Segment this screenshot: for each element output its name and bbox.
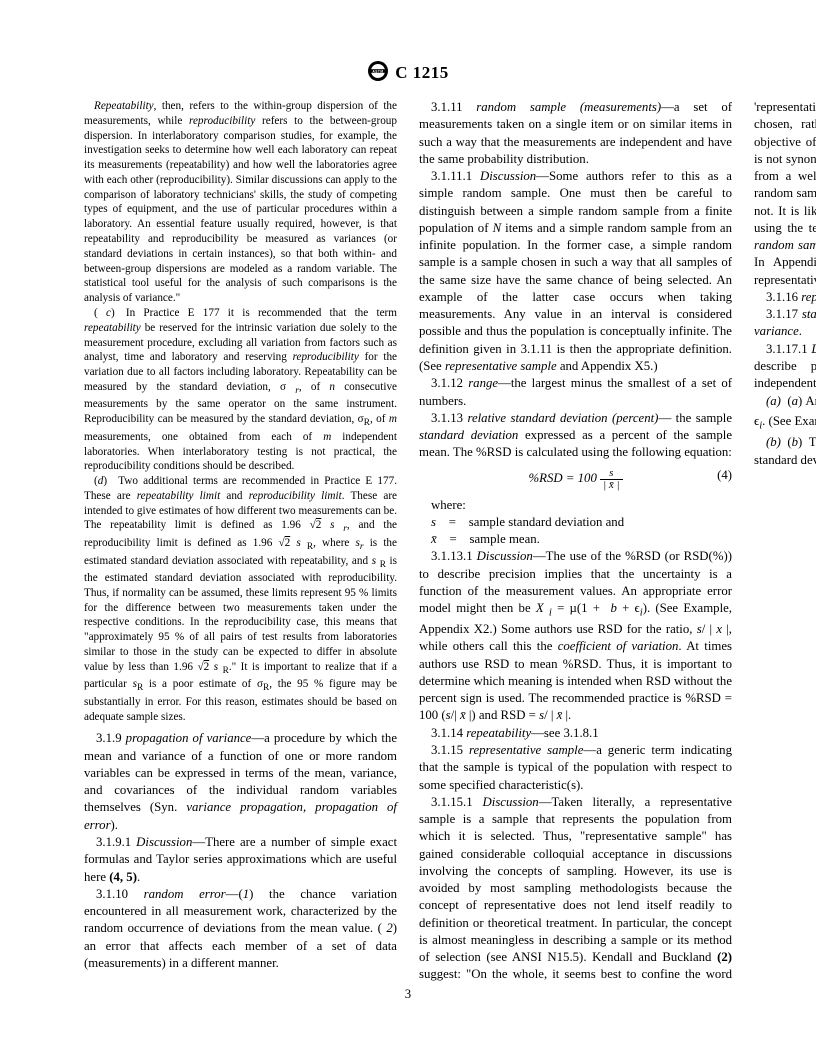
para-b: (b) (b) The practice of associating the …: [754, 434, 816, 469]
page-header: ASTM C 1215: [84, 60, 732, 83]
equation-number: (4): [717, 468, 732, 483]
para-3.1.17.1: 3.1.17.1 Discussion—The use of the stand…: [754, 341, 816, 393]
para-a: (a) (a) An appropriate error model might…: [754, 393, 816, 435]
page-number: 3: [84, 987, 732, 1002]
two-column-body: Repeatability, then, refers to the withi…: [84, 99, 732, 999]
para-3.1.13.1: 3.1.13.1 Discussion—The use of the %RSD …: [419, 548, 732, 724]
para-3.1.15: 3.1.15 representative sample—a generic t…: [419, 742, 732, 794]
para-3.1.16: 3.1.16 reproducibility—see 3.1.8.1.: [754, 289, 816, 306]
equation-4: %RSD = 100 s| x̄ | (4): [419, 468, 732, 491]
svg-text:ASTM: ASTM: [373, 69, 384, 73]
para-3.1.13: 3.1.13 relative standard deviation (perc…: [419, 410, 732, 462]
para-3.1.10: 3.1.10 random error—(1) the chance varia…: [84, 886, 397, 972]
para-3.1.14: 3.1.14 repeatability—see 3.1.8.1: [419, 725, 732, 742]
para-3.1.12: 3.1.12 range—the largest minus the small…: [419, 375, 732, 410]
equation-denominator: | x̄ |: [600, 480, 622, 491]
designation: C 1215: [395, 63, 449, 82]
para-3.1.9.1: 3.1.9.1 Discussion—There are a number of…: [84, 834, 397, 886]
def-xbar: x̄ = sample mean.: [431, 531, 732, 548]
para-3.1.9: 3.1.9 propagation of variance—a procedur…: [84, 730, 397, 834]
para-repeatability-small: Repeatability, then, refers to the withi…: [84, 99, 397, 306]
astm-logo: ASTM: [367, 60, 389, 82]
para-3.1.11: 3.1.11 random sample (measurements)—a se…: [419, 99, 732, 168]
para-d-small: (d) Two additional terms are recommended…: [84, 474, 397, 724]
para-3.1.11.1: 3.1.11.1 Discussion—Some authors refer t…: [419, 168, 732, 375]
page-content: ASTM C 1215 Repeatability, then, refers …: [84, 60, 732, 1016]
para-c-small: ( c) In Practice E 177 it is recommended…: [84, 306, 397, 474]
para-3.1.17: 3.1.17 standard deviation—the positive s…: [754, 306, 816, 341]
equation-numerator: s: [600, 468, 622, 480]
where-label: where:: [419, 497, 732, 514]
def-s: s = sample standard deviation and: [431, 514, 732, 531]
equation-text: %RSD = 100: [529, 471, 597, 485]
definition-list: s = sample standard deviation and x̄ = s…: [431, 514, 732, 549]
